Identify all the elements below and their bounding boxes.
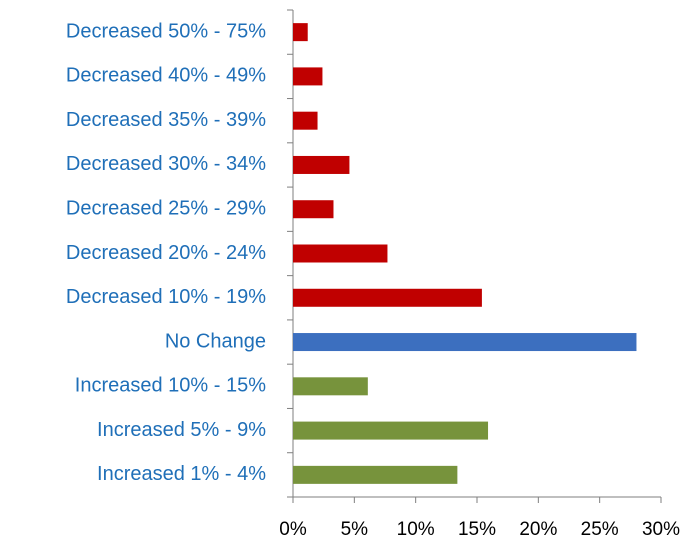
bar [293, 111, 318, 130]
bar [293, 23, 308, 42]
x-tick-label: 10% [397, 519, 435, 540]
bar [293, 421, 489, 440]
bar [293, 200, 334, 219]
bar [293, 67, 323, 86]
y-tick-label: Decreased 30% - 34% [66, 153, 266, 175]
x-tick-label: 15% [458, 519, 496, 540]
x-tick-label: 5% [341, 519, 369, 540]
x-tick-label: 25% [581, 519, 619, 540]
y-tick-label: Decreased 35% - 39% [66, 109, 266, 131]
y-tick-label: Decreased 25% - 29% [66, 198, 266, 220]
bar [293, 333, 637, 352]
y-tick-label: Increased 10% - 15% [75, 375, 266, 397]
y-tick-label: Decreased 20% - 24% [66, 242, 266, 264]
bar [293, 244, 388, 263]
y-tick-label: Increased 5% - 9% [97, 419, 266, 441]
bar [293, 155, 350, 174]
x-tick-label: 0% [279, 519, 307, 540]
bar [293, 377, 368, 396]
y-tick-label: Increased 1% - 4% [97, 463, 266, 485]
y-tick-label: No Change [165, 330, 266, 352]
y-tick-label: Decreased 40% - 49% [66, 65, 266, 87]
y-tick-label: Decreased 50% - 75% [66, 20, 266, 42]
y-tick-label: Decreased 10% - 19% [66, 286, 266, 308]
bar [293, 465, 458, 484]
x-tick-label: 30% [642, 519, 680, 540]
x-tick-label: 20% [519, 519, 557, 540]
bar [293, 288, 482, 307]
